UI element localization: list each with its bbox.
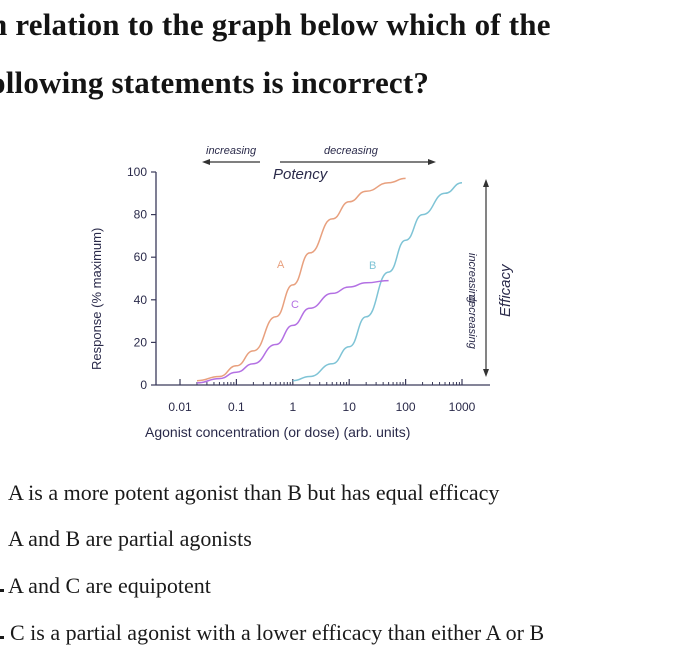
potency-decreasing-label: decreasing — [324, 145, 379, 157]
option-a[interactable]: A is a more potent agonist than B but ha… — [8, 480, 500, 505]
curve-label-c: C — [291, 299, 299, 311]
y-tick-label: 40 — [134, 293, 148, 307]
efficacy-arrowhead-top — [483, 179, 489, 187]
option-b[interactable]: A and B are partial agonists — [8, 526, 252, 551]
efficacy-increasing-label: increasing — [466, 253, 478, 304]
curve-b — [292, 181, 463, 382]
curve-label-b: B — [369, 260, 376, 272]
potency-arrowhead-right — [428, 159, 436, 165]
dose-response-chart: 0 20 40 60 80 100 0.01 0.1 1 10 100 1000 Response (… — [89, 145, 514, 440]
efficacy-label: Efficacy — [497, 263, 514, 317]
x-tick-label: 10 — [343, 400, 357, 414]
x-tick-label: 1000 — [449, 400, 476, 414]
option-c[interactable]: A and C are equipotent — [8, 573, 211, 598]
dose-response-figure: 0 20 40 60 80 100 0.01 0.1 1 10 100 1000 Response (… — [80, 135, 520, 445]
x-tick-label: 0.01 — [168, 400, 192, 414]
curve-c — [196, 279, 389, 384]
x-tick-label: 0.1 — [228, 400, 245, 414]
efficacy-decreasing-label: decreasing — [466, 295, 478, 350]
y-tick-label: 20 — [134, 335, 148, 349]
efficacy-arrowhead-bottom — [483, 369, 489, 377]
potency-increasing-label: increasing — [206, 145, 257, 157]
option-d[interactable]: C is a partial agonist with a lower effi… — [10, 620, 545, 645]
y-tick-label: 60 — [134, 250, 148, 264]
ticks-layer: 0 20 40 60 80 100 0.01 0.1 1 10 100 1000 — [127, 165, 476, 414]
curves-layer — [196, 177, 463, 384]
curve-a — [196, 177, 406, 382]
potency-label: Potency — [273, 166, 329, 183]
y-tick-label: 0 — [140, 378, 147, 392]
y-axis-label: Response (% maximum) — [89, 228, 104, 370]
question-line-2: ollowing statements is incorrect? — [0, 65, 430, 100]
curve-label-a: A — [277, 259, 285, 271]
x-tick-label: 1 — [289, 400, 296, 414]
question-line-1: n relation to the graph below which of t… — [0, 7, 551, 42]
option-marker-c — [0, 589, 4, 592]
x-axis-label: Agonist concentration (or dose) (arb. un… — [145, 424, 410, 440]
potency-arrowhead-left — [202, 159, 210, 165]
y-tick-label: 80 — [134, 208, 148, 222]
y-tick-label: 100 — [127, 165, 147, 179]
option-marker-d — [0, 636, 4, 639]
x-tick-label: 100 — [396, 400, 416, 414]
